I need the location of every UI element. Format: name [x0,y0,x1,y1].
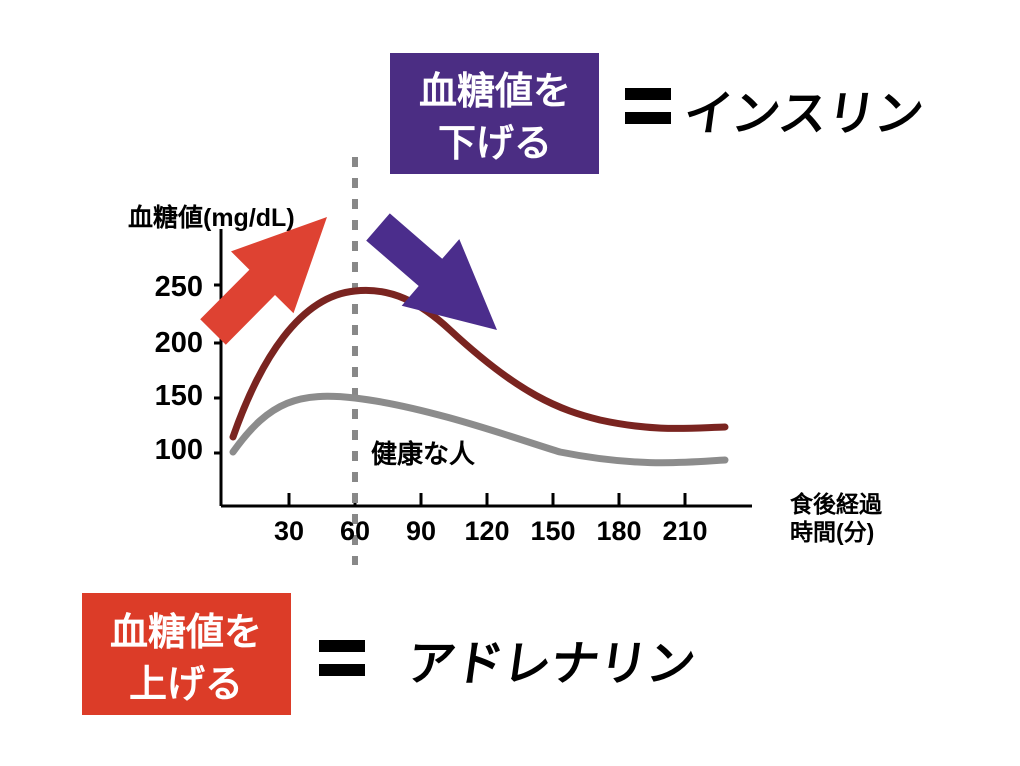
svg-text:血糖値(mg/dL): 血糖値(mg/dL) [128,203,295,232]
svg-text:250: 250 [155,271,203,303]
svg-text:上げる: 上げる [129,664,243,706]
svg-text:100: 100 [155,434,203,466]
svg-text:健康な人: 健康な人 [371,439,475,469]
svg-text:血糖値を: 血糖値を [419,71,571,113]
svg-text:120: 120 [464,516,509,546]
svg-text:60: 60 [340,516,370,546]
svg-text:200: 200 [155,327,203,359]
svg-text:インスリン: インスリン [680,87,927,141]
svg-text:210: 210 [662,516,707,546]
svg-text:下げる: 下げる [438,123,552,165]
svg-text:180: 180 [596,516,641,546]
svg-text:150: 150 [155,380,203,412]
svg-text:時間(分): 時間(分) [790,519,874,545]
svg-text:90: 90 [406,516,436,546]
svg-text:アドレナリン: アドレナリン [403,637,698,691]
svg-text:食後経過: 食後経過 [790,491,883,517]
svg-text:血糖値を: 血糖値を [110,612,262,654]
svg-text:150: 150 [530,516,575,546]
svg-text:30: 30 [274,516,304,546]
